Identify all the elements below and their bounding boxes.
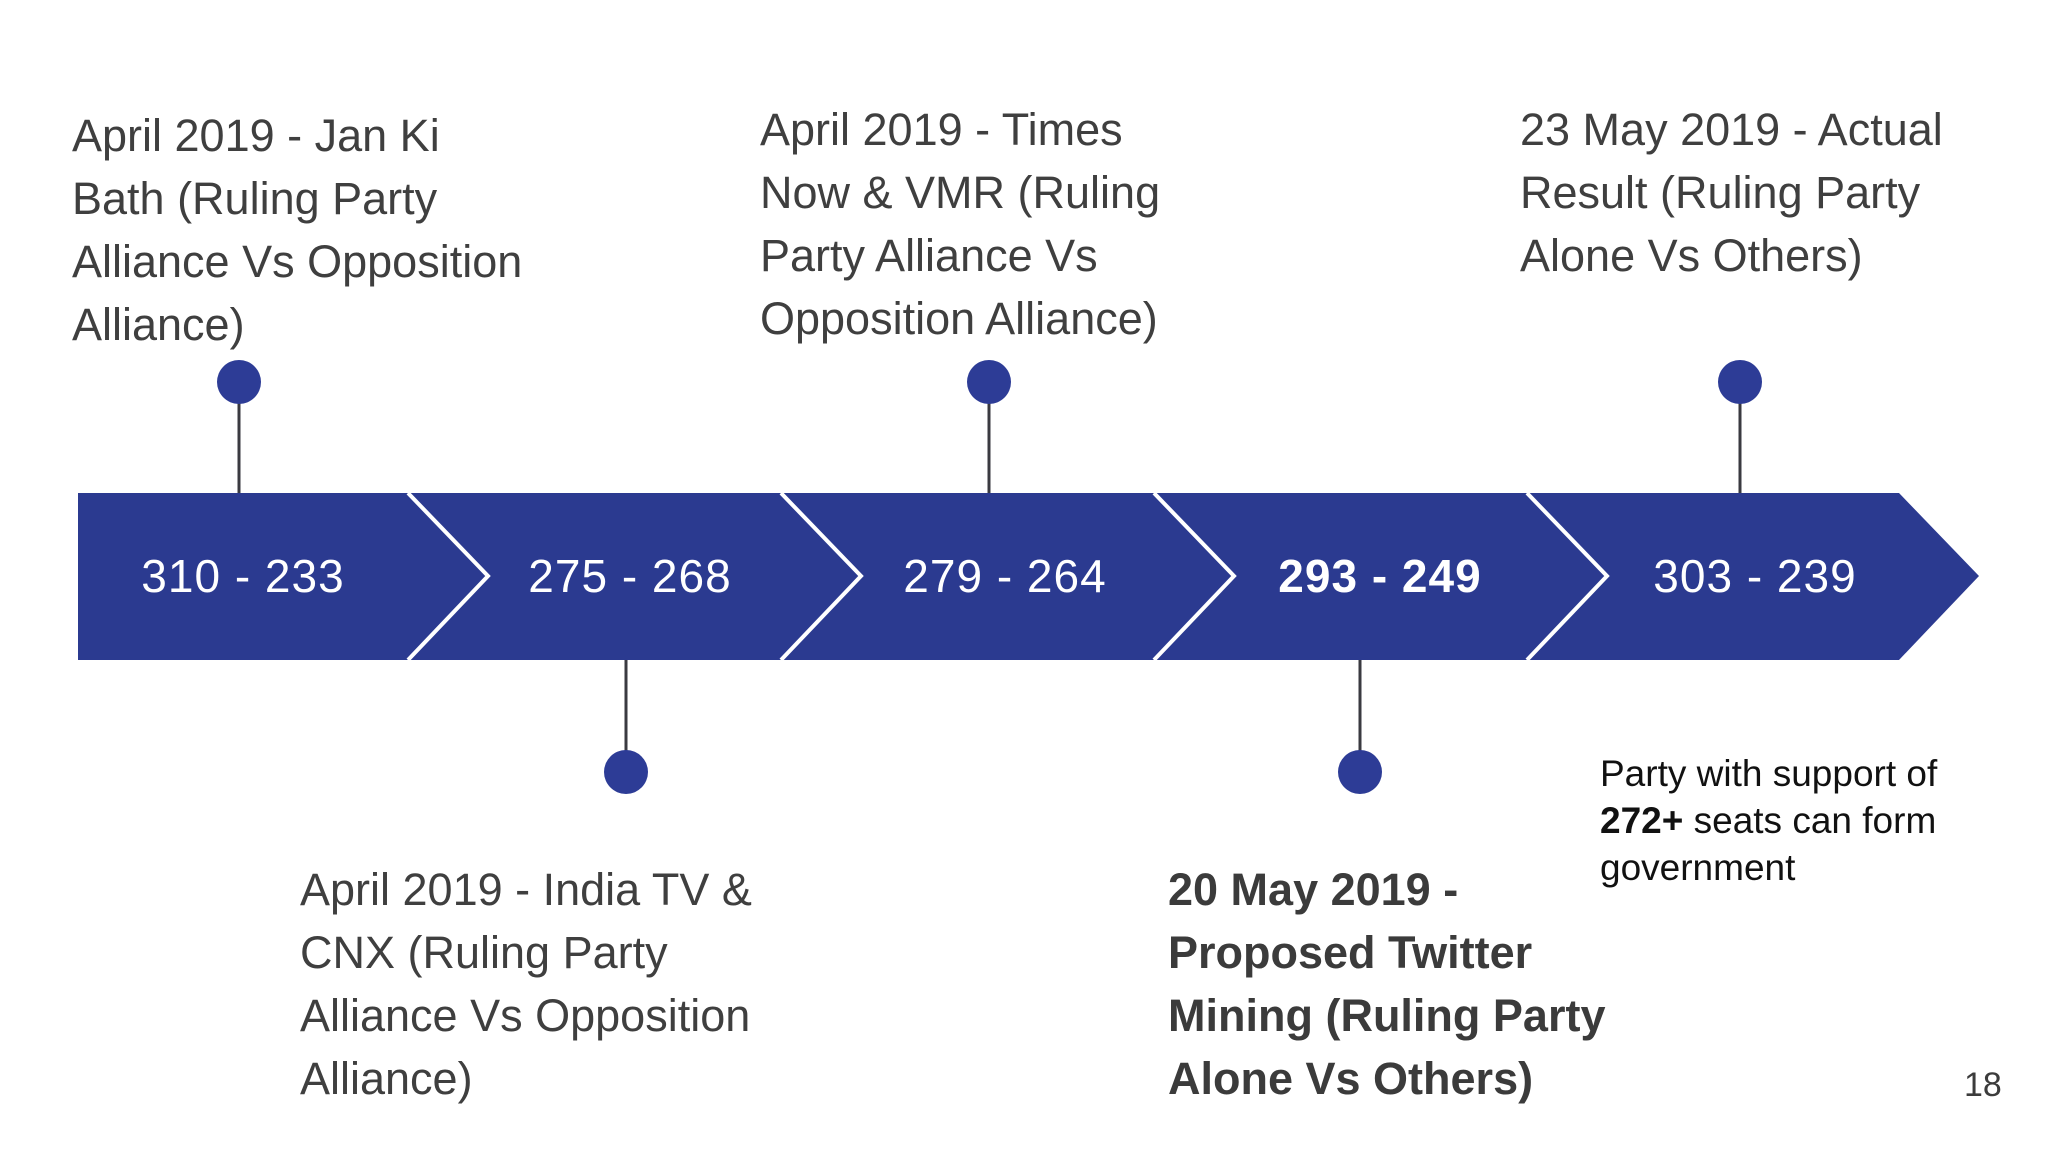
- milestone-dot-bottom-1: [604, 750, 648, 794]
- chevron-separator-4: [1525, 491, 1610, 662]
- milestone-dot-top-1: [217, 360, 261, 404]
- majority-note-seats: 272+: [1600, 800, 1684, 841]
- chevron-separator-1: [406, 491, 491, 662]
- segment-value-jan-ki-bath: 310 - 233: [141, 550, 345, 602]
- segment-value-times-now-vmr: 279 - 264: [903, 550, 1107, 602]
- milestone-label-jan-ki-bath: April 2019 - Jan Ki Bath (Ruling Party A…: [72, 110, 523, 350]
- timeline-arrow-shape: [78, 493, 1979, 660]
- chevron-separator-2: [779, 491, 864, 662]
- page-number: 18: [1964, 1066, 2002, 1104]
- segment-value-twitter-mining: 293 - 249: [1278, 550, 1482, 602]
- majority-note-prefix: Party with support of: [1600, 753, 1938, 794]
- segment-value-actual-result: 303 - 239: [1653, 550, 1857, 602]
- segment-value-india-tv-cnx: 275 - 268: [528, 550, 732, 602]
- majority-note: Party with support of 272+ seats can for…: [1600, 750, 2012, 891]
- milestone-dot-top-2: [967, 360, 1011, 404]
- milestone-label-india-tv-cnx: April 2019 - India TV & CNX (Ruling Part…: [300, 864, 752, 1104]
- milestone-label-actual-result: 23 May 2019 - Actual Result (Ruling Part…: [1520, 104, 1943, 281]
- milestone-dot-top-3: [1718, 360, 1762, 404]
- milestone-dot-bottom-2: [1338, 750, 1382, 794]
- milestone-label-twitter-mining: 20 May 2019 - Proposed Twitter Mining (R…: [1168, 864, 1606, 1104]
- milestone-label-times-now-vmr: April 2019 - Times Now & VMR (Ruling Par…: [760, 104, 1161, 344]
- majority-note-suffix: seats can form government: [1600, 800, 1937, 888]
- chevron-separator-3: [1152, 491, 1237, 662]
